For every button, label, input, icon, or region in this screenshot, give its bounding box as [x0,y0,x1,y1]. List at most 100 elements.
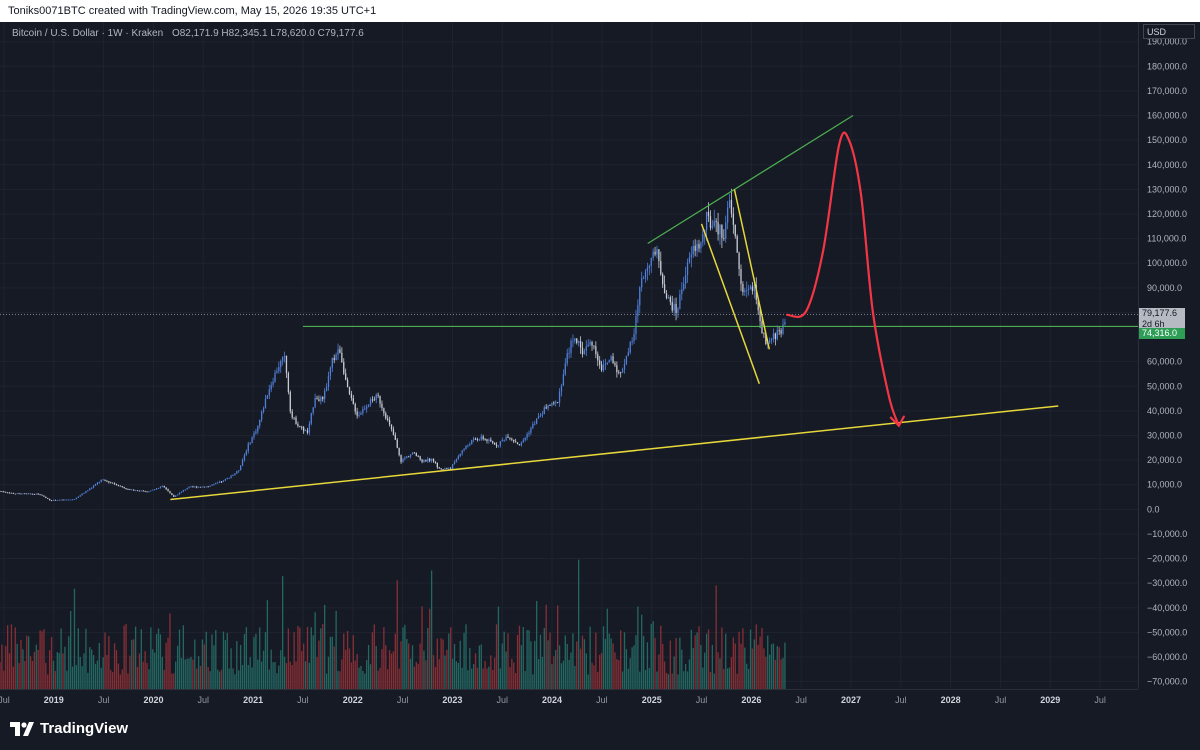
candle-body [192,486,194,488]
candle-body [637,305,639,317]
volume-bar [60,628,62,689]
candle-body [77,496,79,498]
candle-body [173,495,175,497]
volume-bar [472,664,475,689]
candle-body [385,413,387,419]
volume-bar [108,636,110,689]
candle-body [371,399,374,401]
volume-bar [652,621,654,689]
volume-bar [711,644,714,689]
candle-body [597,354,599,361]
drawing-overlays [0,115,1138,501]
volume-bar [656,671,658,689]
volume-bar [377,670,379,689]
volume-bar [348,648,351,689]
currency-button[interactable]: USD [1143,24,1195,39]
candle-body [329,367,332,376]
candle-body [350,393,353,399]
volume-bar [379,667,381,689]
candle-body [167,489,169,492]
volume-bar [627,668,629,689]
candle-body [725,222,727,239]
volume-bar [226,632,228,689]
volume-bar [673,656,675,689]
volume-bar [511,658,513,689]
volume-bar [578,559,580,689]
candle-body [245,451,248,456]
candle-body [662,274,664,285]
candle-body [92,485,95,488]
volume-bar [746,663,748,689]
chart-plot-area[interactable] [0,22,1138,689]
volume-bar [297,625,299,689]
volume-bar [3,670,5,689]
candle-body [413,452,416,454]
candle-body [616,365,618,373]
volume-bar [104,632,106,689]
volume-bar [123,625,125,689]
candle-body [398,447,400,456]
candle-body [297,424,299,427]
volume-bar [568,659,570,689]
candle-body [461,450,463,454]
candle-body [257,425,259,432]
volume-bars [0,559,786,689]
candle-body [409,454,412,457]
volume-bar [58,653,60,689]
candle-body [295,417,297,425]
candle-body [557,402,559,404]
candle-body [367,404,370,407]
volume-bar [625,649,628,689]
candle-body [723,237,725,239]
candle-body [131,489,133,491]
volume-bar [325,673,328,689]
volume-bar [182,625,184,689]
time-axis[interactable]: Jul 2019 Jul 2020 Jul 2021 Jul 2022 Jul 2023 Jul 20… [0,689,1138,710]
volume-bar [188,658,190,689]
candle-body [463,449,465,451]
volume-bar [83,653,85,689]
candle-body [287,373,290,392]
volume-bar [438,659,440,689]
candle-body [377,394,379,396]
volume-bar [54,671,57,689]
volume-bar [29,656,32,689]
price-chart-svg[interactable] [0,22,1138,689]
candle-body [408,456,410,458]
candle-body [253,433,255,438]
volume-bar [518,625,521,689]
volume-bar [89,647,91,689]
volume-bar [350,662,353,689]
volume-bar [778,647,780,689]
candle-body [281,356,284,362]
candle-body [658,249,660,262]
price-tick-label: −30,000.0 [1147,578,1187,588]
volume-bar [176,645,179,689]
candle-body [366,406,368,409]
candle-body [780,330,782,334]
price-axis[interactable]: 190,000.0 180,000.0 170,000.0 160,000.0 150,… [1138,22,1200,689]
volume-bar [339,671,341,689]
candle-body [383,408,385,414]
volume-bar [39,630,41,689]
candle-body [26,493,28,495]
volume-bar [675,638,677,689]
candle-body [306,430,309,433]
volume-bar [610,638,612,689]
time-tick-label: Jul [98,695,110,705]
volume-bar [467,670,469,689]
volume-bar [152,649,154,689]
candle-body [604,363,607,365]
candle-body [770,338,773,341]
volume-bar [272,662,274,689]
tradingview-logo[interactable]: TradingView [10,720,128,737]
candle-body [686,262,689,276]
candle-body [343,361,345,374]
volume-bar [696,632,698,689]
candle-body [356,411,358,416]
time-tick-label: Jul [198,695,210,705]
volume-bar [776,646,778,689]
price-tick-label: 130,000.0 [1147,184,1187,194]
candle-body [171,493,173,496]
volume-bar [68,636,70,689]
